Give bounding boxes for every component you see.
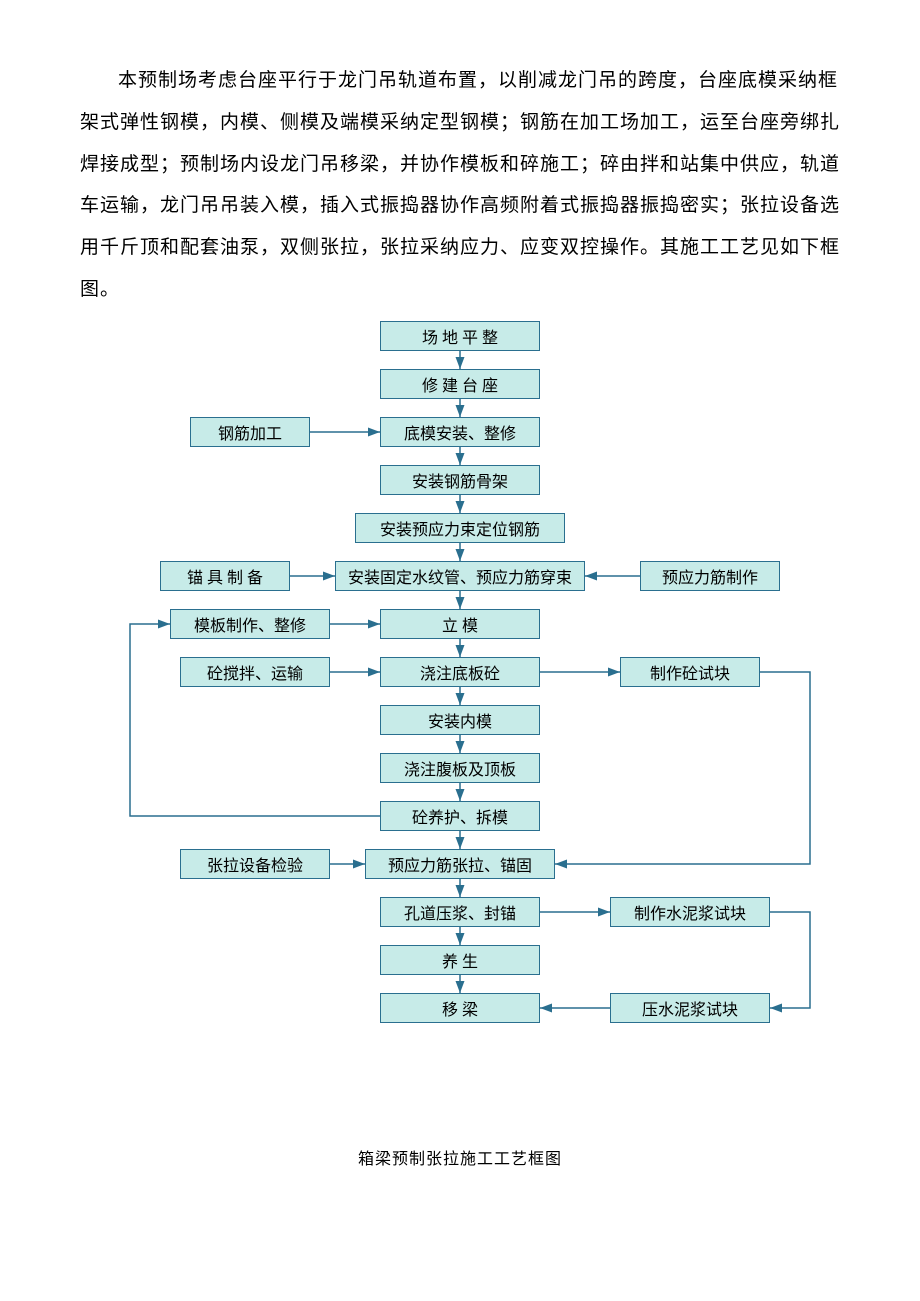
flow-node-n8: 浇注底板砼 [380, 657, 540, 687]
flowchart-container: 场 地 平 整修 建 台 座底模安装、整修 钢筋加工安装钢筋骨架安装预应力束定位钢… [80, 321, 840, 1141]
flow-node-n3: 底模安装、整修 [380, 417, 540, 447]
flow-node-n11: 砼养护、拆模 [380, 801, 540, 831]
flow-node-n15: 移 梁 [380, 993, 540, 1023]
flow-node-nR13: 制作水泥浆试块 [610, 897, 770, 927]
flow-node-n13: 孔道压浆、封锚 [380, 897, 540, 927]
flow-node-n14: 养 生 [380, 945, 540, 975]
flow-node-nL6: 锚 具 制 备 [160, 561, 290, 591]
flow-node-n5: 安装预应力束定位钢筋 [355, 513, 565, 543]
flow-node-n7: 立 模 [380, 609, 540, 639]
flow-node-n1: 场 地 平 整 [380, 321, 540, 351]
intro-paragraph: 本预制场考虑台座平行于龙门吊轨道布置，以削减龙门吊的跨度，台座底模采纳框架式弹性… [80, 60, 840, 311]
flow-node-n4: 安装钢筋骨架 [380, 465, 540, 495]
flow-node-n6: 安装固定水纹管、预应力筋穿束 [335, 561, 585, 591]
flow-node-n10: 浇注腹板及顶板 [380, 753, 540, 783]
flow-node-nR6: 预应力筋制作 [640, 561, 780, 591]
flow-node-n12: 预应力筋张拉、锚固 [365, 849, 555, 879]
flow-node-nR8: 制作砼试块 [620, 657, 760, 687]
flow-node-nL12: 张拉设备检验 [180, 849, 330, 879]
flow-node-nR15: 压水泥浆试块 [610, 993, 770, 1023]
flow-node-n9: 安装内模 [380, 705, 540, 735]
flow-node-nL3: 钢筋加工 [190, 417, 310, 447]
flow-node-n2: 修 建 台 座 [380, 369, 540, 399]
flow-node-nL7: 模板制作、整修 [170, 609, 330, 639]
diagram-caption: 箱梁预制张拉施工工艺框图 [80, 1145, 840, 1169]
flow-node-nL8: 砼搅拌、运输 [180, 657, 330, 687]
